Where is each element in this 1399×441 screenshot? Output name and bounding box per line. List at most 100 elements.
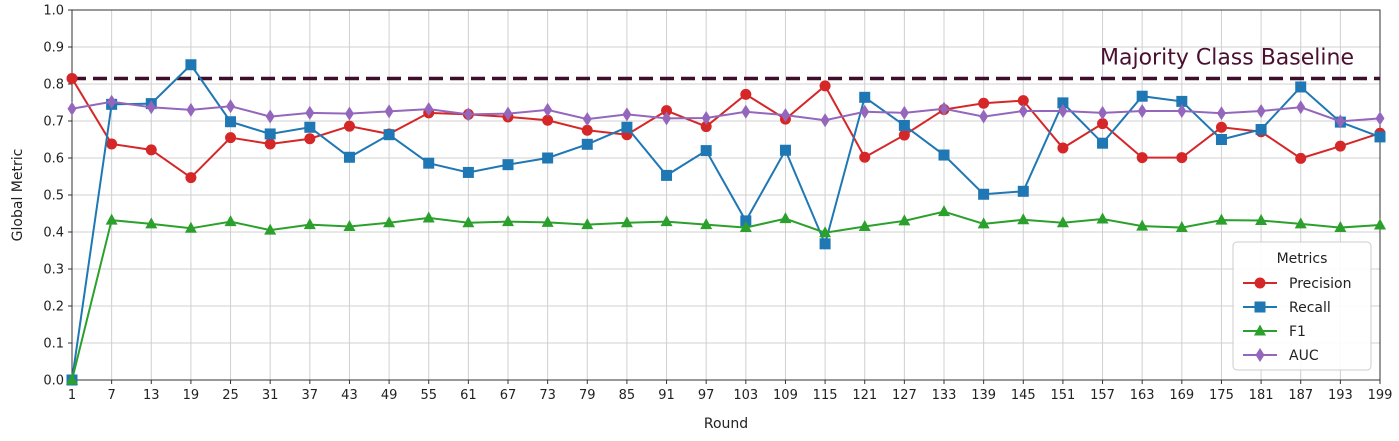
- legend-title: Metrics: [1277, 251, 1328, 267]
- auc-point: [1058, 104, 1068, 119]
- f1-point: [66, 373, 78, 385]
- plot-frame: [71, 9, 1381, 381]
- series-f1: [66, 205, 1386, 385]
- x-tick-label: 169: [1169, 388, 1194, 403]
- y-tick-label: 0.6: [43, 152, 64, 167]
- legend-item-auc: AUC: [1243, 348, 1319, 364]
- x-tick-label: 61: [460, 388, 477, 403]
- auc-point: [186, 102, 196, 117]
- recall-point: [898, 119, 910, 131]
- axes: [68, 9, 1381, 384]
- x-tick-label: 31: [262, 388, 279, 403]
- auc-point: [1177, 104, 1187, 119]
- legend-label: F1: [1289, 324, 1306, 340]
- f1-point: [938, 205, 950, 217]
- y-tick-label: 0.5: [43, 189, 64, 204]
- recall-point: [1017, 185, 1029, 197]
- precision-point: [185, 172, 197, 184]
- x-tick-label: 121: [852, 388, 877, 403]
- y-tick-label: 0.2: [43, 300, 64, 315]
- precision-point: [343, 120, 355, 132]
- legend-label: Precision: [1289, 276, 1351, 292]
- f1-point: [1136, 219, 1149, 231]
- x-tick-label: 7: [107, 388, 115, 403]
- f1-point: [819, 226, 832, 238]
- series-recall: [66, 59, 1386, 386]
- recall-point: [938, 149, 950, 161]
- precision-point: [1136, 152, 1148, 164]
- auc-point: [226, 99, 236, 114]
- y-tick-label: 0.9: [43, 41, 64, 56]
- auc-point: [1375, 111, 1385, 126]
- recall-point: [581, 138, 593, 150]
- precision-point: [1176, 152, 1188, 164]
- f1-point: [739, 221, 752, 233]
- x-tick-label: 199: [1368, 388, 1393, 403]
- x-tick-label: 37: [302, 388, 319, 403]
- f1-point: [1374, 218, 1386, 230]
- legend-swatch-marker: [1254, 277, 1266, 289]
- f1-point: [422, 211, 435, 223]
- f1-point: [660, 215, 673, 227]
- precision-point: [581, 124, 593, 136]
- f1-point: [1175, 221, 1188, 233]
- auc-point: [265, 109, 275, 124]
- recall-point: [700, 145, 712, 157]
- x-tick-label: 43: [341, 388, 358, 403]
- precision-point: [700, 121, 712, 133]
- recall-point: [1215, 134, 1227, 145]
- recall-point: [661, 169, 673, 181]
- f1-point: [1255, 214, 1268, 226]
- f1-point: [977, 217, 990, 229]
- auc-point: [939, 101, 949, 116]
- y-tick-label: 0.8: [43, 78, 64, 93]
- x-tick-label: 139: [971, 388, 996, 403]
- recall-point: [343, 151, 355, 163]
- auc-point: [384, 104, 394, 119]
- auc-point: [662, 111, 672, 126]
- x-axis-label: Round: [704, 416, 748, 432]
- legend: Metrics Precision Recall F1 AUC: [1232, 241, 1372, 371]
- y-tick-label: 0.7: [43, 115, 64, 130]
- auc-point: [860, 104, 870, 119]
- x-tick-label: 115: [813, 388, 838, 403]
- legend-box: [1232, 241, 1372, 371]
- precision-point: [145, 144, 157, 156]
- y-axis-label: Global Metric: [10, 149, 26, 242]
- auc-point: [899, 105, 909, 120]
- f1-point: [700, 218, 713, 230]
- precision-point: [978, 97, 990, 109]
- x-tick-label: 145: [1011, 388, 1036, 403]
- x-tick-label: 91: [658, 388, 675, 403]
- tick-labels: 1 7 13 19 25 31 37 43 49 55 61 67 73 79 85 91 97 103 109 11…: [43, 4, 1392, 404]
- legend-label: AUC: [1289, 348, 1319, 364]
- x-tick-label: 49: [381, 388, 398, 403]
- precision-point: [66, 72, 78, 84]
- auc-point: [1256, 104, 1266, 119]
- recall-point: [542, 152, 554, 164]
- auc-point: [1137, 104, 1147, 119]
- recall-point: [502, 159, 514, 171]
- precision-point: [106, 138, 118, 150]
- y-tick-label: 0.4: [43, 226, 64, 241]
- legend-item-recall: Recall: [1243, 300, 1331, 316]
- x-tick-label: 109: [773, 388, 798, 403]
- auc-point: [780, 108, 790, 123]
- recall-point: [1136, 90, 1148, 102]
- precision-point: [1295, 152, 1307, 164]
- precision-point: [661, 105, 673, 117]
- x-tick-label: 157: [1090, 388, 1115, 403]
- series-group: [66, 59, 1386, 386]
- recall-point: [1176, 95, 1188, 107]
- f1-point: [145, 217, 158, 229]
- recall-point: [225, 116, 237, 128]
- x-tick-label: 1: [68, 388, 76, 403]
- f1-point: [1334, 221, 1347, 233]
- series-auc: [67, 94, 1385, 129]
- auc-point: [582, 112, 592, 127]
- precision-point: [1334, 140, 1346, 152]
- auc-point: [543, 102, 553, 117]
- precision-point: [225, 132, 237, 144]
- f1-point: [343, 219, 356, 231]
